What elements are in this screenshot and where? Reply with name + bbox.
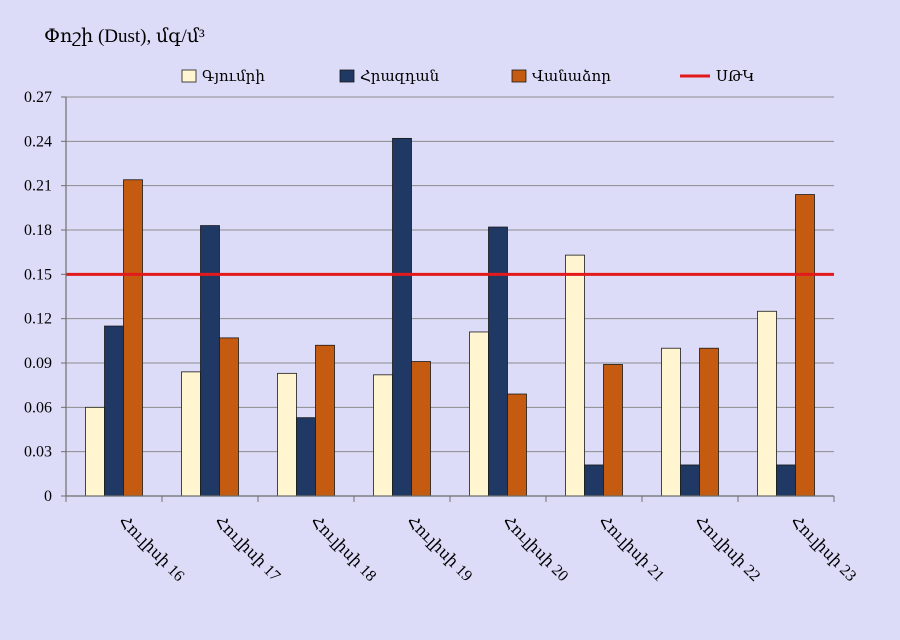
- x-category-label: Հուլիսի 21: [595, 513, 667, 585]
- x-category-label: Հուլիսի 16: [115, 513, 187, 585]
- bar: [699, 347, 719, 497]
- legend-label: Վանաձոր: [532, 69, 611, 85]
- y-tick-label: 0.27: [24, 89, 52, 106]
- legend: Գյումրի Հրազդան Վանաձոր ՍԹԿ: [181, 69, 755, 85]
- bar: [85, 406, 105, 497]
- y-tick-label: 0.21: [24, 178, 52, 195]
- bar: [411, 361, 431, 497]
- x-category-label: Հուլիսի 22: [691, 513, 763, 585]
- y-tick-label: 0.06: [24, 399, 52, 416]
- bar: [469, 331, 489, 497]
- bar: [661, 347, 681, 497]
- bar: [776, 464, 796, 497]
- bar: [488, 226, 508, 497]
- x-category-label: Հուլիսի 19: [403, 513, 475, 585]
- legend-swatch: [339, 69, 355, 83]
- legend-swatch: [511, 69, 527, 83]
- bar: [219, 337, 239, 497]
- legend-label: ՍԹԿ: [716, 69, 755, 85]
- y-axis-ticks: 0 0.03 0.06 0.09 0.12 0.15 0.18 0.21 0.24 0.27: [24, 89, 66, 505]
- bar: [584, 464, 604, 497]
- bar: [565, 254, 585, 497]
- y-tick-label: 0.24: [24, 133, 52, 150]
- y-tick-label: 0.12: [24, 311, 52, 328]
- x-category-label: Հուլիսի 17: [211, 513, 283, 585]
- bar: [200, 225, 220, 497]
- bar: [507, 393, 527, 497]
- bar: [392, 137, 412, 497]
- y-tick-label: 0.03: [24, 444, 52, 461]
- bar: [757, 310, 777, 497]
- bar: [104, 325, 124, 497]
- bar: [181, 371, 201, 497]
- y-tick-label: 0: [44, 488, 52, 505]
- axes: [65, 97, 835, 502]
- legend-label: Գյումրի: [202, 69, 265, 85]
- legend-label: Հրազդան: [360, 69, 440, 85]
- x-category-label: Հուլիսի 23: [787, 513, 859, 585]
- bar: [603, 364, 623, 497]
- bars: [85, 137, 815, 497]
- bar: [373, 374, 393, 497]
- x-axis-labels: Հուլիսի 16 Հուլիսի 17 Հուլիսի 18 Հուլիսի 19…: [115, 513, 859, 585]
- bar: [680, 464, 700, 497]
- bar: [277, 372, 297, 497]
- x-category-label: Հուլիսի 18: [307, 513, 379, 585]
- legend-swatch: [181, 69, 197, 83]
- bar: [795, 194, 815, 497]
- chart-title: Փոշի (Dust), մգ/մ³: [44, 26, 205, 47]
- y-tick-label: 0.18: [24, 222, 52, 239]
- bar: [123, 179, 143, 497]
- y-tick-label: 0.15: [24, 266, 52, 283]
- x-category-label: Հուլիսի 20: [499, 513, 571, 585]
- y-tick-label: 0.09: [24, 355, 52, 372]
- bar: [315, 344, 335, 497]
- bar: [296, 417, 316, 497]
